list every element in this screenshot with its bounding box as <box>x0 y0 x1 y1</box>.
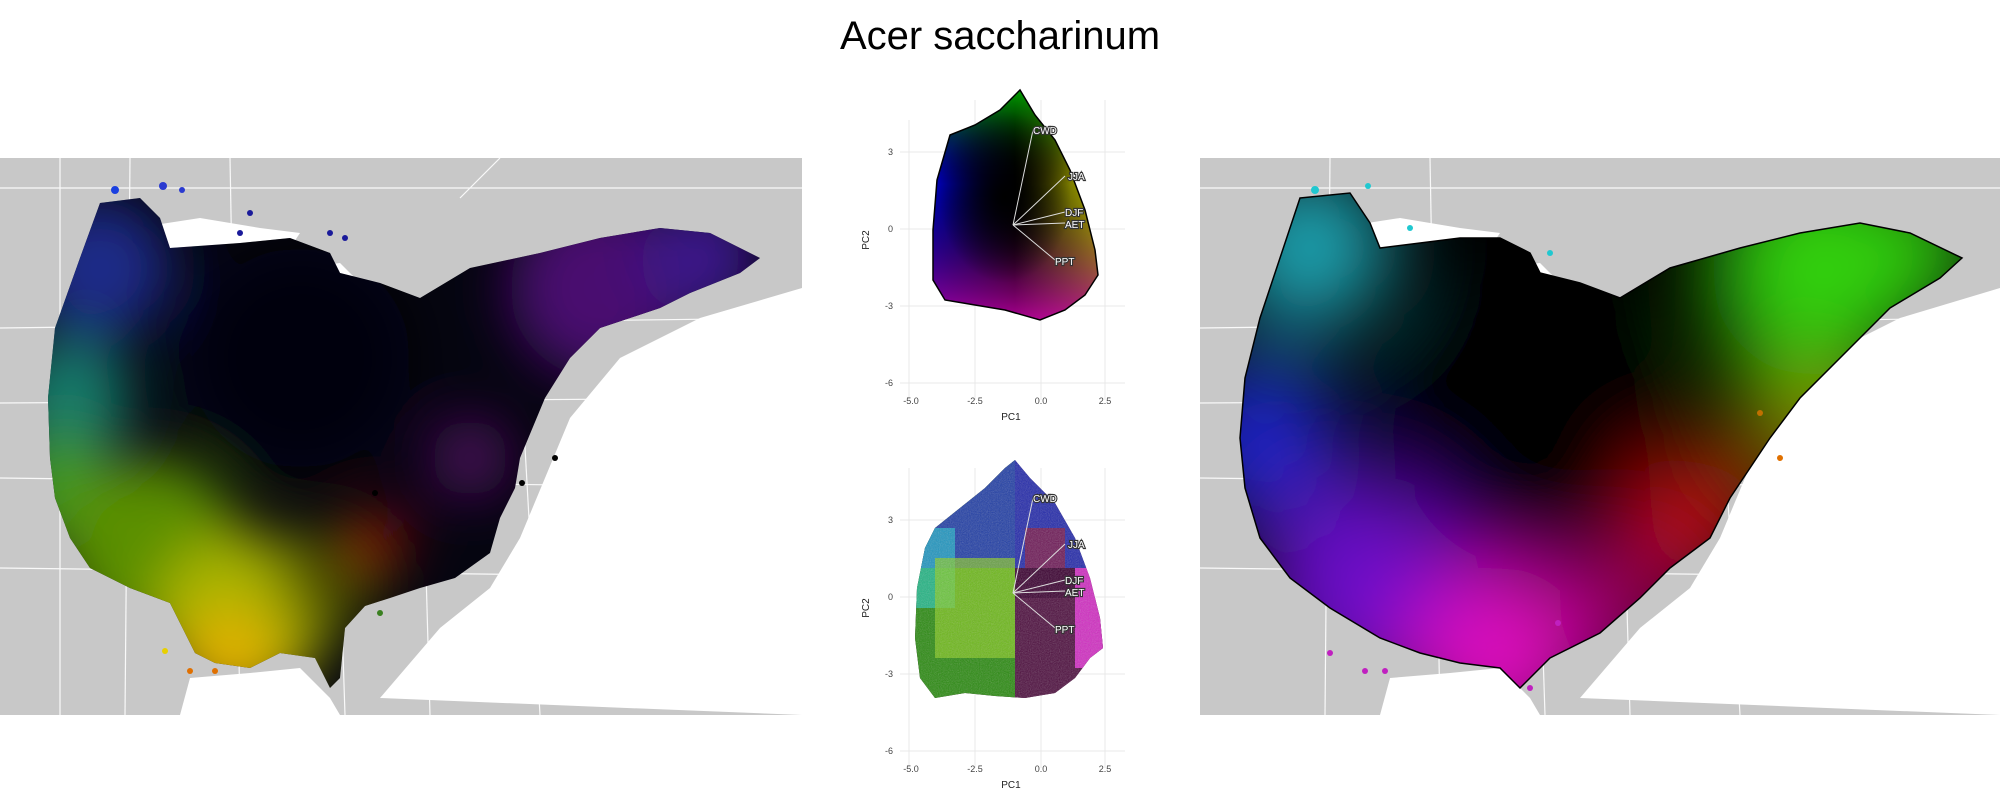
var-label-ppt: PPT <box>1055 257 1074 268</box>
y-tick: -6 <box>885 746 893 756</box>
figure-title: Acer saccharinum <box>839 14 1161 58</box>
var-label-cwd: CWD <box>1033 126 1057 137</box>
y-axis-label: PC2 <box>861 598 872 618</box>
y-tick: 3 <box>888 515 893 525</box>
var-label-aet: AET <box>1065 588 1084 599</box>
x-tick: 0.0 <box>1035 396 1048 406</box>
right-range-map <box>1200 158 2000 715</box>
x-tick: 2.5 <box>1099 396 1112 406</box>
x-tick: 2.5 <box>1099 764 1112 774</box>
atlantic-ocean <box>380 288 802 715</box>
var-label-jja: JJA <box>1068 540 1085 551</box>
y-tick: 0 <box>888 592 893 602</box>
pca-biplot-bottom: CWD JJA DJF AET PPT -5.0 -2.5 0.0 2.5 3 … <box>861 460 1125 791</box>
var-label-ppt: PPT <box>1055 625 1074 636</box>
x-tick: -5.0 <box>903 396 919 406</box>
var-label-jja: JJA <box>1068 172 1085 183</box>
var-label-djf: DJF <box>1065 576 1083 587</box>
x-axis-label: PC1 <box>1001 780 1021 791</box>
x-tick: -2.5 <box>967 764 983 774</box>
y-tick: -3 <box>885 669 893 679</box>
left-range-map <box>0 158 802 715</box>
pca-biplot-top: CWD JJA DJF AET PPT -5.0 -2.5 0.0 2.5 3 … <box>861 88 1125 423</box>
y-tick: 3 <box>888 147 893 157</box>
gulf-of-mexico <box>180 668 340 715</box>
x-axis-label: PC1 <box>1001 412 1021 423</box>
x-tick: -2.5 <box>967 396 983 406</box>
x-tick: 0.0 <box>1035 764 1048 774</box>
x-tick: -5.0 <box>903 764 919 774</box>
y-tick: -6 <box>885 378 893 388</box>
var-label-cwd: CWD <box>1033 494 1057 505</box>
y-tick: -3 <box>885 301 893 311</box>
y-tick: 0 <box>888 224 893 234</box>
var-label-aet: AET <box>1065 220 1084 231</box>
y-axis-label: PC2 <box>861 230 872 250</box>
var-label-djf: DJF <box>1065 208 1083 219</box>
